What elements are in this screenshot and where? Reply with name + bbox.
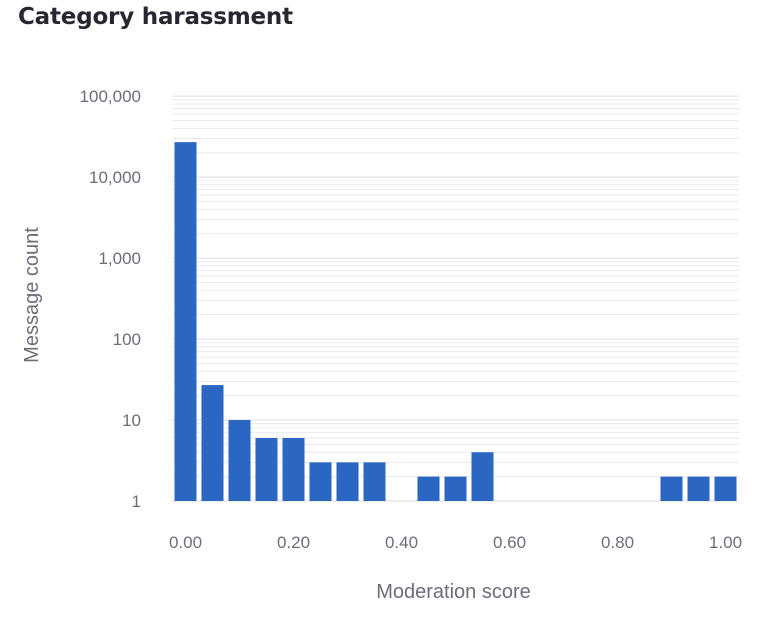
histogram-bar	[309, 462, 332, 501]
y-tick-label: 100	[113, 330, 141, 349]
y-tick-label: 10	[122, 411, 141, 430]
y-tick-label: 10,000	[89, 168, 141, 187]
x-tick-label: 0.40	[385, 533, 418, 552]
histogram-bar	[471, 452, 494, 501]
y-tick-label: 1,000	[98, 249, 141, 268]
y-tick-label: 1	[132, 492, 141, 511]
histogram-bar	[363, 462, 386, 501]
chart-title: Category harassment	[18, 4, 293, 30]
y-axis-title: Message count	[21, 227, 43, 363]
histogram-bar	[255, 437, 278, 501]
y-tick-label: 100,000	[80, 87, 141, 106]
histogram-bar	[714, 476, 737, 501]
histogram-bar	[687, 476, 710, 501]
histogram-bar	[660, 476, 683, 501]
histogram-bar	[228, 420, 251, 501]
x-tick-label: 1.00	[709, 533, 742, 552]
histogram-bar	[417, 476, 440, 501]
histogram-bar	[336, 462, 359, 501]
histogram-bar	[174, 142, 197, 501]
x-tick-label: 0.80	[601, 533, 634, 552]
histogram-bar	[282, 437, 305, 501]
x-tick-label: 0.00	[169, 533, 202, 552]
x-axis-title: Moderation score	[376, 581, 531, 603]
histogram-bar	[201, 385, 224, 501]
x-tick-label: 0.60	[493, 533, 526, 552]
histogram-bar	[444, 476, 467, 501]
x-tick-label: 0.20	[277, 533, 310, 552]
